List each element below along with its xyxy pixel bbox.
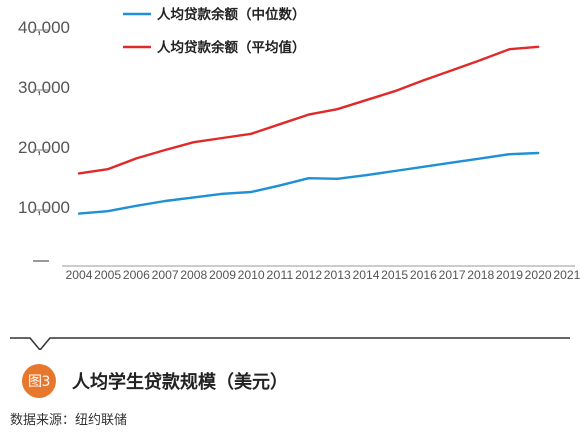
x-tick-label: 2014 (353, 268, 380, 282)
x-tick-label: 2019 (496, 268, 523, 282)
source-note: 数据来源：纽约联储 (10, 413, 128, 428)
y-tick-label: 10,000 (18, 198, 70, 217)
y-axis: 10,000 20,000 30,000 40,000 (18, 18, 70, 262)
legend-label: 人均贷款余额（中位数） (157, 6, 306, 23)
legend-label: 人均贷款余额（平均值） (157, 39, 306, 56)
x-tick-label: 2013 (324, 268, 351, 282)
x-tick-label: 2007 (152, 268, 179, 282)
x-tick-label: 2018 (467, 268, 494, 282)
x-axis: 2004 2005 2006 2007 2008 2009 2010 2011 2012 2013… (62, 265, 580, 282)
caption-divider (10, 337, 570, 350)
legend: 人均贷款余额（中位数） 人均贷款余额（平均值） (123, 6, 306, 56)
figure-badge: 图3 (22, 364, 56, 398)
y-tick-label: 20,000 (18, 138, 70, 157)
figure-caption: 图3 人均学生贷款规模（美元） (22, 364, 288, 398)
chart-title: 人均学生贷款规模（美元） (72, 372, 288, 393)
x-tick-label: 2004 (66, 268, 93, 282)
x-tick-label: 2005 (94, 268, 121, 282)
y-tick-label: 40,000 (18, 18, 70, 37)
x-tick-label: 2010 (238, 268, 265, 282)
x-tick-label: 2008 (180, 268, 207, 282)
y-tick-label: 30,000 (18, 78, 70, 97)
x-tick-label: 2009 (209, 268, 236, 282)
x-tick-label: 2017 (439, 268, 466, 282)
x-tick-label: 2012 (295, 268, 322, 282)
x-tick-label: 2011 (266, 268, 293, 282)
series-line-1 (77, 151, 540, 215)
x-tick-label: 2021 (553, 268, 580, 282)
series-line-2 (77, 45, 540, 175)
x-tick-label: 2015 (381, 268, 408, 282)
x-tick-label: 2020 (525, 268, 552, 282)
series-layer (77, 45, 540, 215)
x-tick-label: 2006 (123, 268, 150, 282)
x-tick-label: 2016 (410, 268, 437, 282)
